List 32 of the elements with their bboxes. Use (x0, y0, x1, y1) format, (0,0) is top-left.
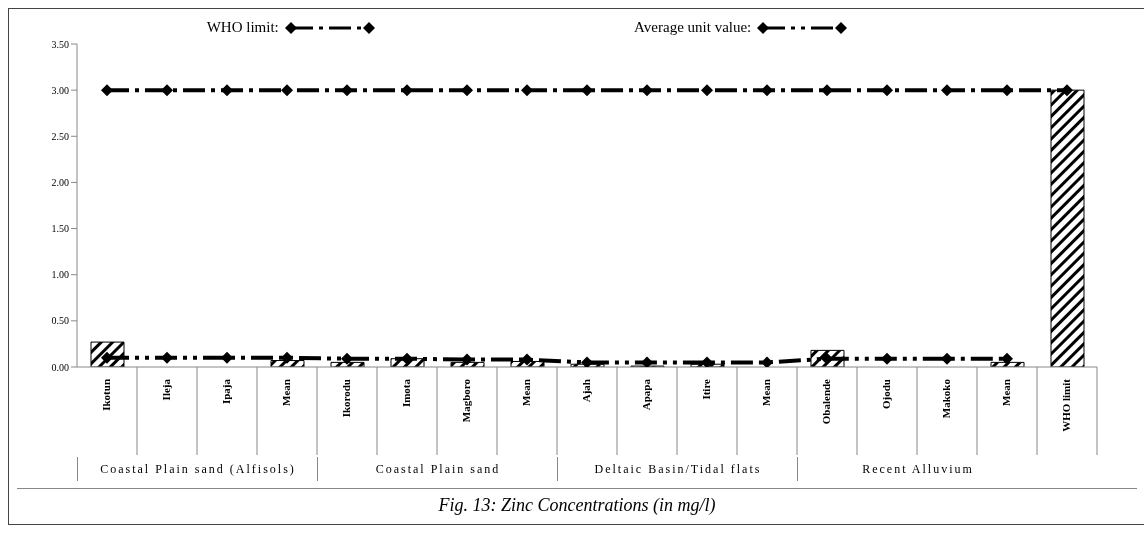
x-tick-label: Itire (699, 378, 712, 400)
y-tick-label: 2.50 (51, 130, 69, 142)
x-tick-label: Makoko (939, 378, 952, 419)
y-tick-label: 0.50 (51, 315, 69, 327)
x-tick-label: Mean (759, 379, 772, 406)
x-tick-label: Mean (519, 379, 532, 406)
text: Coastal Plain sand (Alfisols) (77, 457, 318, 481)
y-tick-label: 0.00 (51, 361, 69, 373)
x-tick-label: Obalende (819, 378, 832, 425)
y-tick-label: 1.00 (51, 269, 69, 281)
x-tick-label: Ojodu (879, 379, 892, 409)
x-tick-label: Imota (399, 378, 412, 408)
x-tick-label: WHO limit (1059, 378, 1072, 432)
x-tick-label: Mean (279, 379, 292, 406)
x-tick-label: Ileja (159, 378, 172, 401)
x-tick-label: Ikorodu (339, 379, 352, 418)
text: Recent Alluvium (797, 457, 1038, 481)
text: Coastal Plain sand (317, 457, 558, 481)
legend-label: Average unit value: (634, 19, 752, 36)
x-tick-label: Ikotun (99, 379, 112, 411)
y-tick-label: 2.00 (51, 176, 69, 188)
legend-label: WHO limit: (206, 19, 279, 36)
x-tick-label: Mean (999, 379, 1012, 406)
x-tick-label: Ajah (579, 379, 592, 403)
text: Fig. 13: Zinc Concentrations (in mg/l) (17, 488, 1137, 516)
y-tick-label: 1.50 (51, 223, 69, 235)
y-tick-label: 3.50 (51, 38, 69, 50)
text: Deltaic Basin/Tidal flats (557, 457, 798, 481)
x-tick-label: Magboro (459, 378, 472, 423)
y-tick-label: 3.00 (51, 84, 69, 96)
x-tick-label: Ipaja (219, 378, 232, 405)
x-tick-label: Apapa (639, 378, 652, 411)
